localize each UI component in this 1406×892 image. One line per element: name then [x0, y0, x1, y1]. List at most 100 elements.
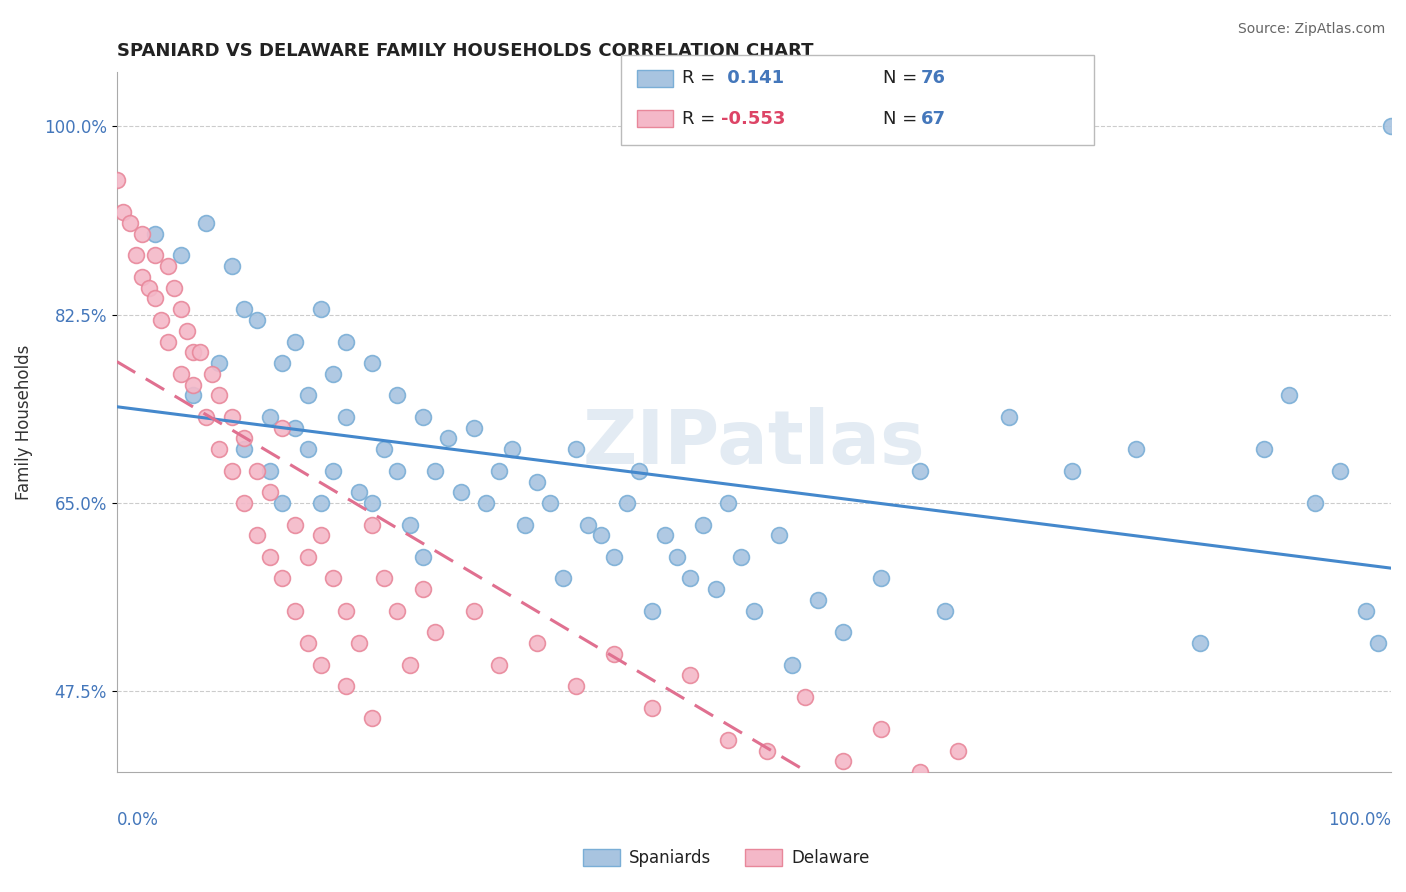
Text: R =: R =	[682, 110, 721, 128]
Point	[347, 636, 370, 650]
Point	[717, 496, 740, 510]
Point	[360, 711, 382, 725]
Text: N =: N =	[883, 110, 922, 128]
Point	[322, 464, 344, 478]
Point	[412, 582, 434, 596]
Point	[399, 657, 422, 672]
Point	[679, 668, 702, 682]
Point	[412, 409, 434, 424]
Point	[188, 345, 211, 359]
Point	[125, 248, 148, 262]
Text: Source: ZipAtlas.com: Source: ZipAtlas.com	[1237, 22, 1385, 37]
Point	[501, 442, 523, 457]
Text: Spaniards: Spaniards	[628, 849, 710, 867]
Text: 0.0%: 0.0%	[117, 811, 159, 829]
Point	[208, 442, 231, 457]
Point	[322, 571, 344, 585]
Point	[538, 496, 561, 510]
Point	[666, 549, 689, 564]
Point	[271, 571, 294, 585]
Point	[603, 549, 626, 564]
Point	[1062, 464, 1084, 478]
Point	[412, 549, 434, 564]
Point	[832, 755, 855, 769]
Point	[297, 549, 319, 564]
Point	[335, 334, 357, 349]
Point	[163, 281, 186, 295]
Point	[373, 442, 395, 457]
Point	[360, 517, 382, 532]
Point	[181, 388, 204, 402]
Point	[679, 571, 702, 585]
Text: Delaware: Delaware	[792, 849, 870, 867]
Point	[1379, 120, 1402, 134]
Point	[181, 345, 204, 359]
Point	[233, 432, 256, 446]
Point	[603, 647, 626, 661]
Point	[131, 269, 153, 284]
Point	[450, 485, 472, 500]
Point	[233, 302, 256, 317]
Point	[156, 259, 179, 273]
Point	[475, 496, 498, 510]
Point	[259, 549, 281, 564]
Point	[284, 420, 307, 434]
Point	[463, 604, 485, 618]
Point	[297, 636, 319, 650]
Point	[908, 464, 931, 478]
Point	[385, 388, 408, 402]
Point	[309, 528, 332, 542]
Point	[564, 442, 586, 457]
Point	[309, 657, 332, 672]
Point	[641, 604, 664, 618]
Point	[692, 517, 714, 532]
Point	[551, 571, 574, 585]
Point	[143, 248, 166, 262]
Point	[297, 388, 319, 402]
Point	[271, 420, 294, 434]
Point	[564, 679, 586, 693]
Point	[176, 324, 198, 338]
Text: 67: 67	[921, 110, 946, 128]
Point	[832, 625, 855, 640]
Point	[576, 517, 599, 532]
Point	[589, 528, 612, 542]
Point	[284, 334, 307, 349]
Point	[373, 571, 395, 585]
Point	[118, 216, 141, 230]
Text: N =: N =	[883, 70, 922, 87]
Point	[221, 464, 243, 478]
Point	[488, 657, 510, 672]
Point	[169, 367, 191, 381]
Point	[208, 356, 231, 370]
Point	[870, 722, 893, 736]
Point	[360, 356, 382, 370]
Point	[870, 571, 893, 585]
Point	[201, 367, 224, 381]
Point	[284, 517, 307, 532]
Point	[616, 496, 638, 510]
Point	[1125, 442, 1147, 457]
Point	[309, 496, 332, 510]
Point	[284, 604, 307, 618]
Point	[221, 259, 243, 273]
Text: 100.0%: 100.0%	[1329, 811, 1391, 829]
Text: R =: R =	[682, 70, 721, 87]
Point	[641, 700, 664, 714]
Text: -0.553: -0.553	[721, 110, 786, 128]
Point	[1188, 636, 1211, 650]
Point	[984, 797, 1007, 812]
Point	[360, 496, 382, 510]
Point	[1024, 819, 1046, 833]
Point	[793, 690, 815, 704]
Point	[1278, 388, 1301, 402]
Point	[309, 302, 332, 317]
Point	[112, 205, 135, 219]
Point	[335, 409, 357, 424]
Point	[1354, 604, 1376, 618]
Y-axis label: Family Households: Family Households	[15, 344, 32, 500]
Point	[526, 636, 548, 650]
Point	[742, 604, 765, 618]
Point	[513, 517, 536, 532]
Point	[399, 517, 422, 532]
